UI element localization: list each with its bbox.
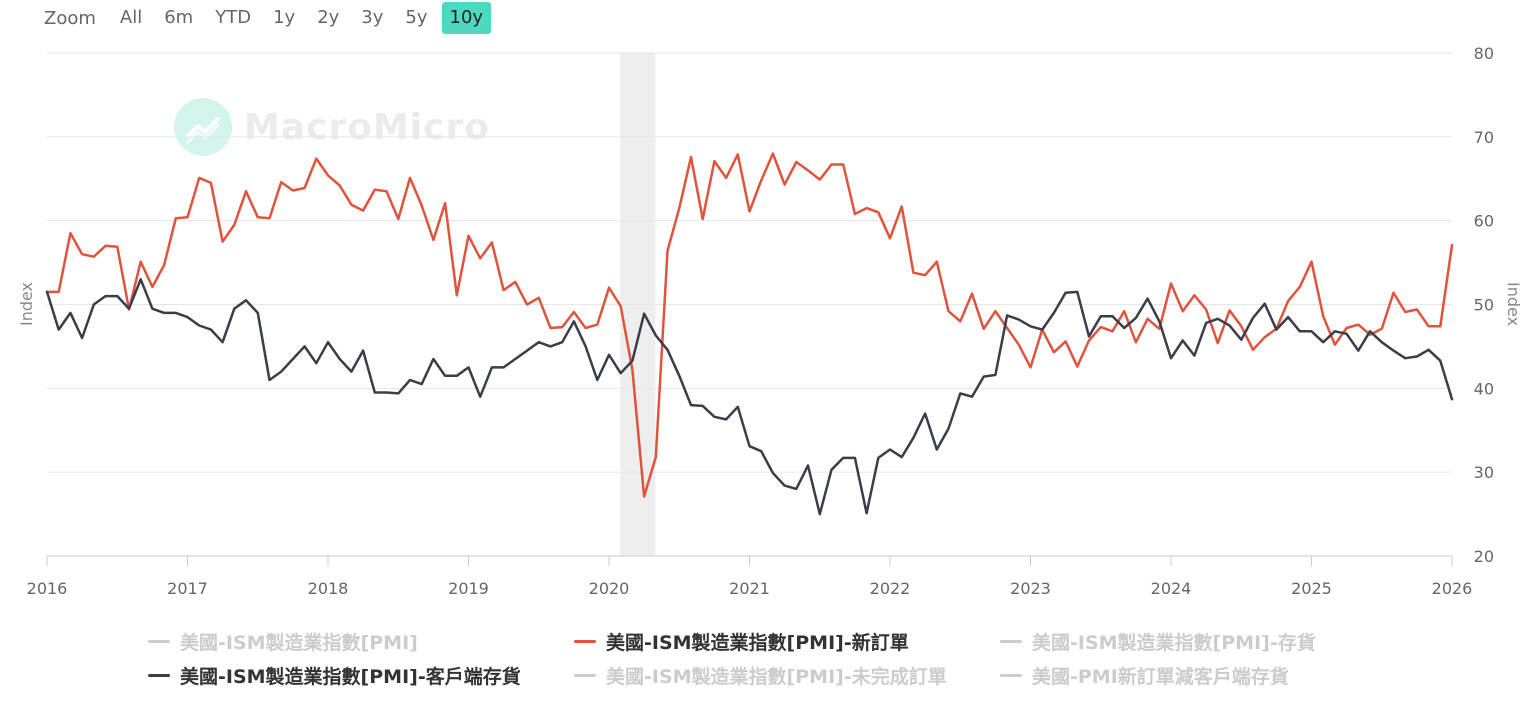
- x-tick-label: 2022: [870, 579, 911, 598]
- legend-swatch: [148, 640, 170, 643]
- series-layer: [45, 152, 1454, 516]
- zoom-label: Zoom: [44, 7, 96, 29]
- legend-swatch: [148, 674, 170, 677]
- y-tick-label: 60: [1474, 212, 1494, 231]
- x-tick-label: 2026: [1432, 579, 1473, 598]
- legend-item-backlog[interactable]: 美國-ISM製造業指數[PMI]-未完成訂單: [574, 662, 947, 689]
- x-tick-label: 2018: [308, 579, 349, 598]
- legend-label: 美國-PMI新訂單減客戶端存貨: [1032, 666, 1289, 688]
- x-tick-label: 2023: [1010, 579, 1051, 598]
- y-tick-label: 20: [1474, 547, 1494, 566]
- x-tick-label: 2016: [27, 579, 68, 598]
- legend-swatch: [574, 640, 596, 643]
- x-tick-label: 2024: [1151, 579, 1192, 598]
- line-chart: 20 30 40 50 60 70 80 2016 2017 2018 2019 2020 2021 20…: [17, 44, 1523, 598]
- zoom-2y-button[interactable]: 2y: [317, 7, 340, 28]
- zoom-10y-button[interactable]: 10y: [441, 2, 492, 34]
- y-tick-label: 50: [1474, 296, 1494, 315]
- zoom-all-button[interactable]: All: [119, 7, 143, 28]
- legend-swatch: [574, 674, 596, 677]
- x-tick-label: 2025: [1291, 579, 1332, 598]
- series-line-new-orders: [45, 152, 1454, 498]
- legend-label: 美國-ISM製造業指數[PMI]-未完成訂單: [606, 666, 947, 688]
- y-tick-label: 40: [1474, 379, 1494, 398]
- legend-swatch: [1000, 674, 1022, 677]
- legend-label: 美國-ISM製造業指數[PMI]-存貨: [1032, 632, 1316, 654]
- zoom-ytd-button[interactable]: YTD: [215, 7, 252, 28]
- grid-layer: [47, 52, 1452, 473]
- zoom-3y-button[interactable]: 3y: [361, 7, 384, 28]
- legend-label: 美國-ISM製造業指數[PMI]-新訂單: [606, 632, 909, 654]
- x-tick-label: 2017: [167, 579, 208, 598]
- watermark-logo: MacroMicro: [174, 98, 490, 156]
- chart-trend-icon: [174, 98, 232, 156]
- series-line-customer-inventories: [45, 278, 1454, 516]
- legend-label: 美國-ISM製造業指數[PMI]-客戶端存貨: [180, 666, 521, 688]
- left-axis-title: Index: [17, 282, 36, 326]
- legend-item-pmi[interactable]: 美國-ISM製造業指數[PMI]: [148, 628, 418, 655]
- x-tick-label: 2020: [589, 579, 630, 598]
- x-tick-label: 2019: [448, 579, 489, 598]
- zoom-5y-button[interactable]: 5y: [405, 7, 428, 28]
- right-axis-title: Index: [1504, 282, 1523, 326]
- zoom-1y-button[interactable]: 1y: [273, 7, 296, 28]
- zoom-6m-button[interactable]: 6m: [164, 7, 194, 28]
- zoom-toolbar: Zoom All 6m YTD 1y 2y 3y 5y 10y: [38, 2, 497, 34]
- chart-legend: 美國-ISM製造業指數[PMI] 美國-ISM製造業指數[PMI]-新訂單 美國…: [0, 626, 1540, 706]
- legend-swatch: [1000, 640, 1022, 643]
- legend-label: 美國-ISM製造業指數[PMI]: [180, 632, 418, 654]
- axis-layer: 20 30 40 50 60 70 80 2016 2017 2018 2019 2020 2021 20…: [27, 44, 1494, 598]
- y-tick-label: 70: [1474, 128, 1494, 147]
- y-tick-label: 30: [1474, 463, 1494, 482]
- x-tick-label: 2021: [729, 579, 770, 598]
- legend-item-new-orders[interactable]: 美國-ISM製造業指數[PMI]-新訂單: [574, 628, 909, 655]
- legend-item-inventories[interactable]: 美國-ISM製造業指數[PMI]-存貨: [1000, 628, 1316, 655]
- legend-item-new-orders-minus-customer-inventories[interactable]: 美國-PMI新訂單減客戶端存貨: [1000, 662, 1289, 689]
- y-tick-label: 80: [1474, 44, 1494, 63]
- watermark-text: MacroMicro: [244, 106, 490, 148]
- legend-item-customer-inventories[interactable]: 美國-ISM製造業指數[PMI]-客戶端存貨: [148, 662, 521, 689]
